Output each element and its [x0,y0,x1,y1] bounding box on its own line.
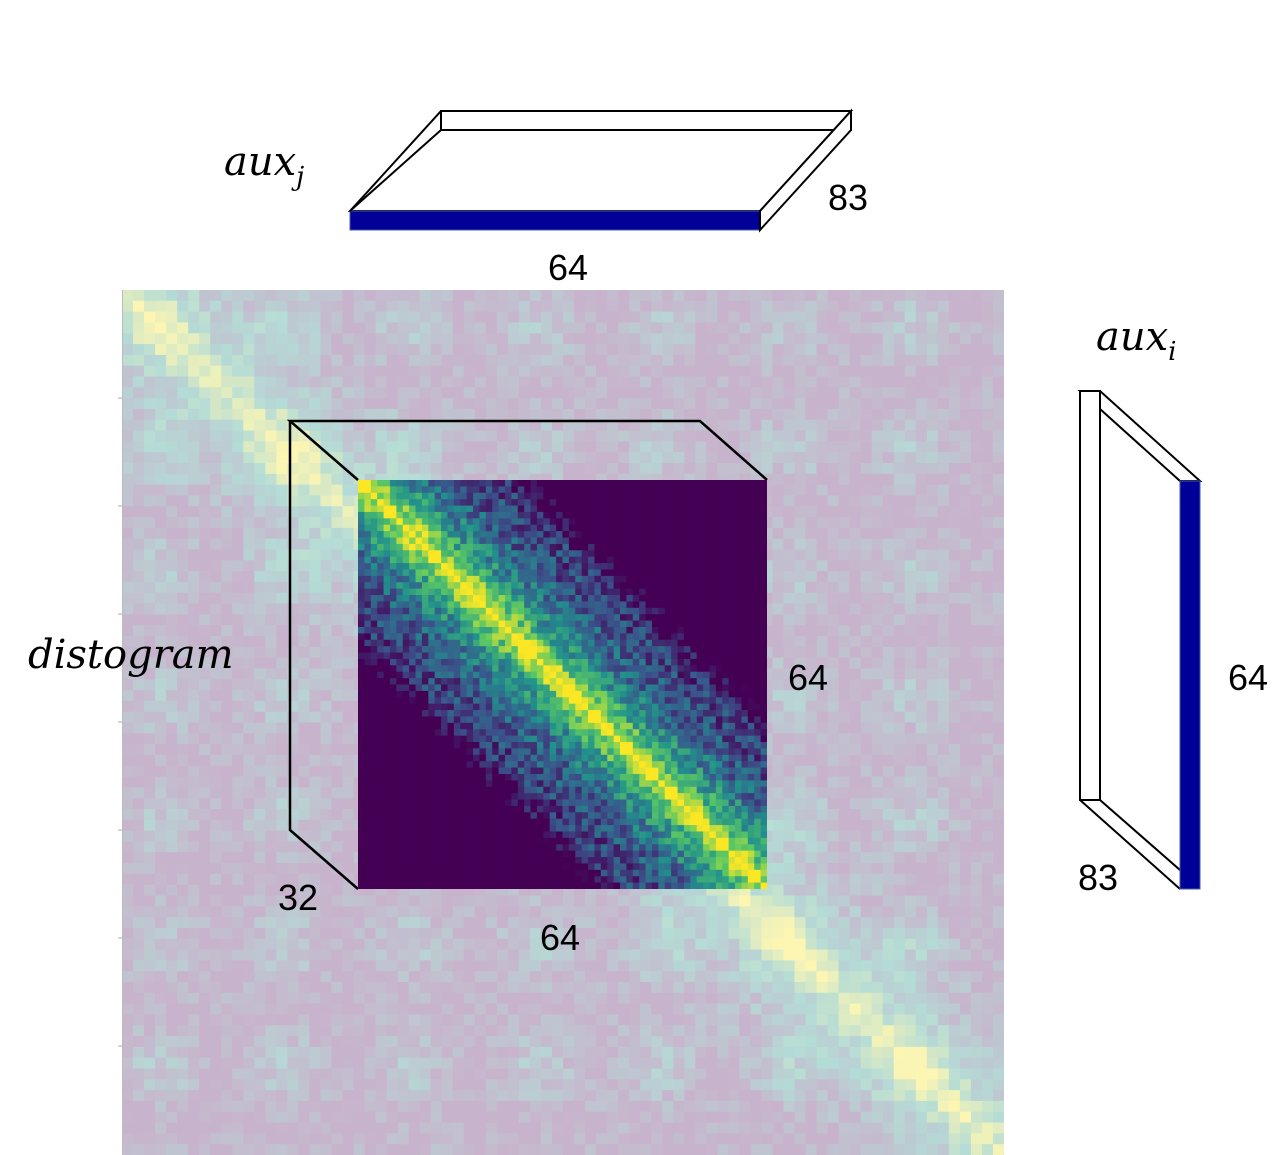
aux-j-depth-label: 83 [828,177,868,218]
aux-i-front-face [1179,480,1201,890]
crop-width-label: 64 [540,917,580,958]
aux-i-label: auxi [1096,314,1177,367]
heatmap-left-ticks [118,397,122,1047]
aux-j-width-label: 64 [548,247,588,288]
distogram-label: distogram [28,632,234,678]
aux-i-depth-label: 83 [1078,857,1118,898]
aux-j-label: auxj [224,139,304,192]
crop-depth-label: 32 [278,877,318,918]
crop-height-label: 64 [788,657,828,698]
crop-distogram-heatmap [358,480,767,889]
crop-cube-edges [286,419,768,890]
aux-i-height-label: 64 [1228,657,1268,698]
aux-j-front-face [349,210,761,231]
aux-i-slab [1077,390,1203,890]
aux-j-slab [347,108,854,233]
